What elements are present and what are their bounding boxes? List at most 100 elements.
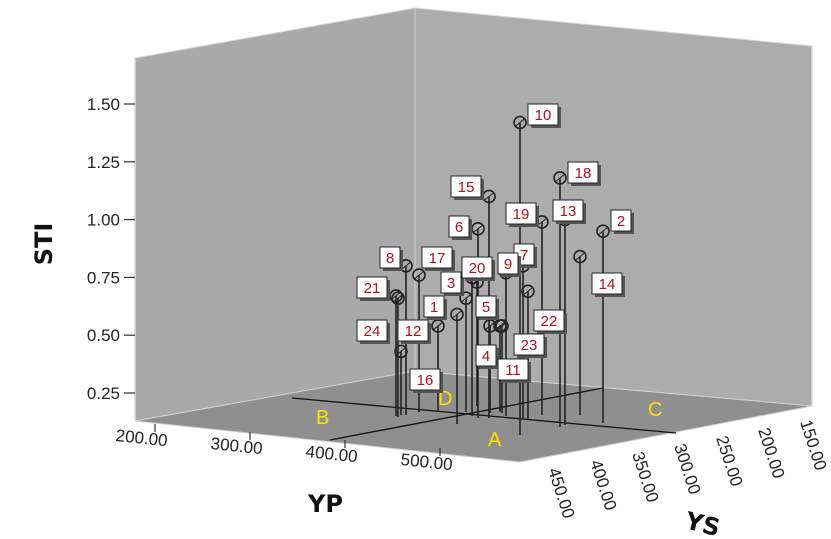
data-point <box>394 344 408 359</box>
point-label: 21 <box>356 276 390 301</box>
point-label-box <box>552 199 584 222</box>
point-label-text: 23 <box>521 337 538 354</box>
point-label-box <box>527 103 559 126</box>
point-label-text: 8 <box>386 250 394 267</box>
point-label: 19 <box>505 202 539 227</box>
z-tick-label: 300.00 <box>670 441 704 496</box>
point-label-text: 6 <box>455 219 463 236</box>
point-label: 16 <box>409 368 443 393</box>
point-label-box <box>356 319 388 342</box>
point-label-box <box>423 295 445 318</box>
point-label-box <box>475 344 497 367</box>
data-point <box>450 307 464 322</box>
point-label-text: 15 <box>458 179 475 196</box>
z-tick-label: 150.00 <box>796 417 830 472</box>
point-label-text: 4 <box>482 348 490 365</box>
quadrant-line <box>291 397 677 434</box>
data-point-tick <box>460 293 472 303</box>
data-point <box>521 284 535 299</box>
point-label-text: 9 <box>504 256 512 273</box>
z-tick-label: 400.00 <box>586 457 620 512</box>
z-tick-label: 200.00 <box>754 425 788 480</box>
y-tick-label: 0.50 <box>87 326 120 345</box>
data-point-tick <box>483 192 495 201</box>
data-point-tick <box>522 286 534 296</box>
data-point-tick <box>597 226 609 236</box>
point-label-box <box>533 309 565 332</box>
data-point <box>412 268 426 282</box>
point-label-box <box>567 161 599 184</box>
point-label-text: 13 <box>560 203 577 220</box>
quadrant-line <box>329 387 604 441</box>
point-label-box <box>461 256 493 279</box>
point-label-text: 21 <box>364 280 381 297</box>
point-label-text: 5 <box>482 299 490 316</box>
point-label-text: 20 <box>469 260 486 277</box>
point-label-box <box>356 276 388 299</box>
data-point-tick <box>390 291 402 301</box>
point-label-text: 7 <box>520 247 528 264</box>
point-label-text: 10 <box>535 107 552 124</box>
point-label-text: 22 <box>541 313 558 330</box>
point-label: 24 <box>356 319 390 344</box>
x-tick-label: 300.00 <box>210 434 264 458</box>
point-label-text: 18 <box>575 165 592 182</box>
back-left-wall <box>134 7 416 422</box>
data-point <box>391 291 405 306</box>
point-label-text: 3 <box>447 275 455 292</box>
point-label-box <box>505 202 537 225</box>
data-point <box>573 249 587 264</box>
point-label-box <box>513 333 545 356</box>
point-label: 18 <box>567 161 601 186</box>
point-label-box <box>591 272 623 295</box>
point-label-box <box>397 319 429 342</box>
data-point-tick <box>451 310 463 319</box>
point-label: 9 <box>497 252 521 277</box>
point-label-text: 19 <box>513 206 530 223</box>
point-label: 14 <box>591 272 625 297</box>
point-label-text: 2 <box>617 213 625 230</box>
point-label-box <box>379 246 401 269</box>
quadrant-label: C <box>648 399 662 421</box>
y-tick-label: 0.75 <box>87 268 120 287</box>
point-label: 6 <box>448 215 472 240</box>
point-label-box <box>610 209 632 232</box>
data-point <box>553 171 567 185</box>
point-label: 8 <box>379 246 403 271</box>
z-tick-label: 450.00 <box>544 465 578 520</box>
point-label-box <box>497 358 529 381</box>
point-label: 20 <box>461 256 495 281</box>
point-label-text: 14 <box>599 276 616 293</box>
point-label-text: 16 <box>417 372 434 389</box>
data-point-tick <box>554 173 566 183</box>
z-tick-label: 350.00 <box>628 449 662 504</box>
point-label: 17 <box>421 246 455 271</box>
point-label-text: 24 <box>364 323 381 340</box>
point-label-box <box>475 295 497 318</box>
x-tick-label: 500.00 <box>400 450 454 474</box>
point-label: 11 <box>497 358 531 383</box>
quadrant-label: D <box>438 388 452 410</box>
quadrant-label: B <box>316 407 329 429</box>
point-label: 13 <box>552 199 586 224</box>
point-label-box <box>450 175 482 198</box>
point-label: 15 <box>450 175 484 200</box>
point-label: 4 <box>475 344 499 369</box>
y-tick-label: 1.00 <box>87 211 120 230</box>
data-point <box>596 224 610 238</box>
point-label: 12 <box>397 319 431 344</box>
z-axis-title: YS <box>682 506 723 539</box>
point-label: 22 <box>533 309 567 334</box>
x-tick-label: 200.00 <box>115 426 169 450</box>
x-tick-label: 400.00 <box>305 442 359 466</box>
y-axis-title: STI <box>30 223 58 266</box>
point-label-box <box>421 246 453 269</box>
point-label-text: 12 <box>405 323 422 340</box>
data-point-tick <box>413 270 425 280</box>
data-point-tick <box>484 321 496 331</box>
point-label-box <box>409 368 441 391</box>
z-tick-label: 250.00 <box>712 433 746 488</box>
y-tick-label: 1.50 <box>87 95 120 114</box>
point-label: 5 <box>475 295 499 320</box>
